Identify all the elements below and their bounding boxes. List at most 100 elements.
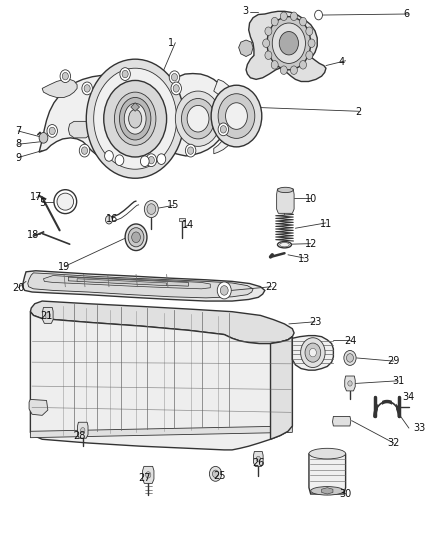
Polygon shape [68, 122, 92, 138]
Circle shape [120, 68, 131, 80]
Circle shape [271, 18, 278, 26]
Polygon shape [292, 336, 333, 370]
Circle shape [209, 466, 222, 481]
Circle shape [344, 351, 356, 366]
Circle shape [348, 381, 352, 386]
Polygon shape [78, 422, 88, 438]
Text: 30: 30 [339, 489, 352, 499]
Circle shape [171, 74, 177, 81]
Circle shape [79, 144, 90, 157]
Circle shape [146, 154, 156, 166]
Text: 5: 5 [39, 198, 45, 208]
Text: 17: 17 [30, 192, 42, 203]
Circle shape [146, 472, 151, 478]
Circle shape [175, 91, 221, 147]
Text: 20: 20 [12, 283, 25, 293]
Circle shape [220, 126, 226, 133]
Text: 34: 34 [403, 392, 415, 402]
Ellipse shape [280, 243, 289, 247]
Polygon shape [43, 276, 210, 289]
Text: 14: 14 [182, 220, 194, 230]
Polygon shape [30, 301, 294, 344]
Polygon shape [131, 103, 140, 111]
Text: 2: 2 [356, 107, 362, 117]
Circle shape [84, 85, 90, 92]
Circle shape [300, 18, 307, 26]
Circle shape [86, 59, 184, 178]
Circle shape [47, 125, 57, 138]
Circle shape [157, 154, 166, 165]
Polygon shape [39, 74, 230, 166]
Circle shape [256, 456, 261, 462]
Circle shape [263, 39, 270, 47]
Circle shape [141, 156, 149, 166]
Circle shape [314, 10, 322, 20]
Text: 24: 24 [344, 336, 356, 346]
Circle shape [306, 51, 313, 60]
Circle shape [106, 215, 113, 224]
Circle shape [309, 349, 316, 357]
Polygon shape [179, 217, 185, 221]
Circle shape [181, 99, 215, 139]
Circle shape [104, 80, 166, 157]
Polygon shape [28, 273, 253, 298]
Text: 22: 22 [265, 282, 278, 292]
Polygon shape [42, 308, 53, 324]
Circle shape [132, 232, 141, 243]
Circle shape [105, 151, 113, 161]
Text: 28: 28 [73, 431, 85, 441]
Circle shape [280, 12, 287, 21]
Polygon shape [332, 416, 351, 426]
Ellipse shape [114, 92, 156, 146]
Circle shape [62, 72, 68, 80]
Circle shape [187, 106, 209, 132]
Circle shape [306, 27, 313, 36]
Circle shape [147, 204, 155, 214]
Circle shape [279, 31, 298, 55]
Text: 33: 33 [414, 423, 426, 433]
Polygon shape [214, 79, 240, 154]
Circle shape [81, 147, 88, 155]
Text: 23: 23 [309, 317, 321, 327]
Text: 18: 18 [27, 230, 39, 240]
Circle shape [280, 66, 287, 75]
Circle shape [212, 470, 219, 478]
Ellipse shape [309, 448, 346, 459]
Circle shape [128, 228, 144, 247]
Text: 4: 4 [338, 57, 344, 67]
Text: 3: 3 [242, 6, 248, 17]
Circle shape [45, 312, 50, 319]
Text: 32: 32 [388, 438, 400, 448]
Circle shape [185, 144, 196, 157]
Polygon shape [321, 488, 333, 494]
Circle shape [173, 85, 179, 92]
Circle shape [122, 70, 128, 78]
Circle shape [82, 82, 92, 95]
Polygon shape [271, 337, 292, 439]
Polygon shape [42, 79, 77, 98]
Polygon shape [309, 454, 346, 494]
Ellipse shape [278, 241, 291, 248]
Ellipse shape [124, 103, 146, 134]
Circle shape [211, 85, 262, 147]
Text: 13: 13 [298, 254, 310, 263]
Text: 26: 26 [252, 458, 265, 468]
Text: 11: 11 [320, 219, 332, 229]
Circle shape [305, 343, 321, 362]
Text: 19: 19 [58, 262, 70, 271]
Polygon shape [77, 279, 166, 286]
Text: 29: 29 [388, 356, 400, 366]
Text: 10: 10 [304, 194, 317, 204]
Ellipse shape [311, 487, 344, 495]
Polygon shape [30, 426, 292, 438]
Polygon shape [239, 40, 253, 56]
Circle shape [290, 66, 297, 75]
Circle shape [94, 68, 177, 169]
Polygon shape [345, 376, 355, 391]
Circle shape [171, 82, 181, 95]
Polygon shape [29, 399, 48, 415]
Polygon shape [254, 451, 263, 466]
Circle shape [60, 70, 71, 83]
Ellipse shape [54, 190, 77, 214]
Circle shape [271, 61, 278, 69]
